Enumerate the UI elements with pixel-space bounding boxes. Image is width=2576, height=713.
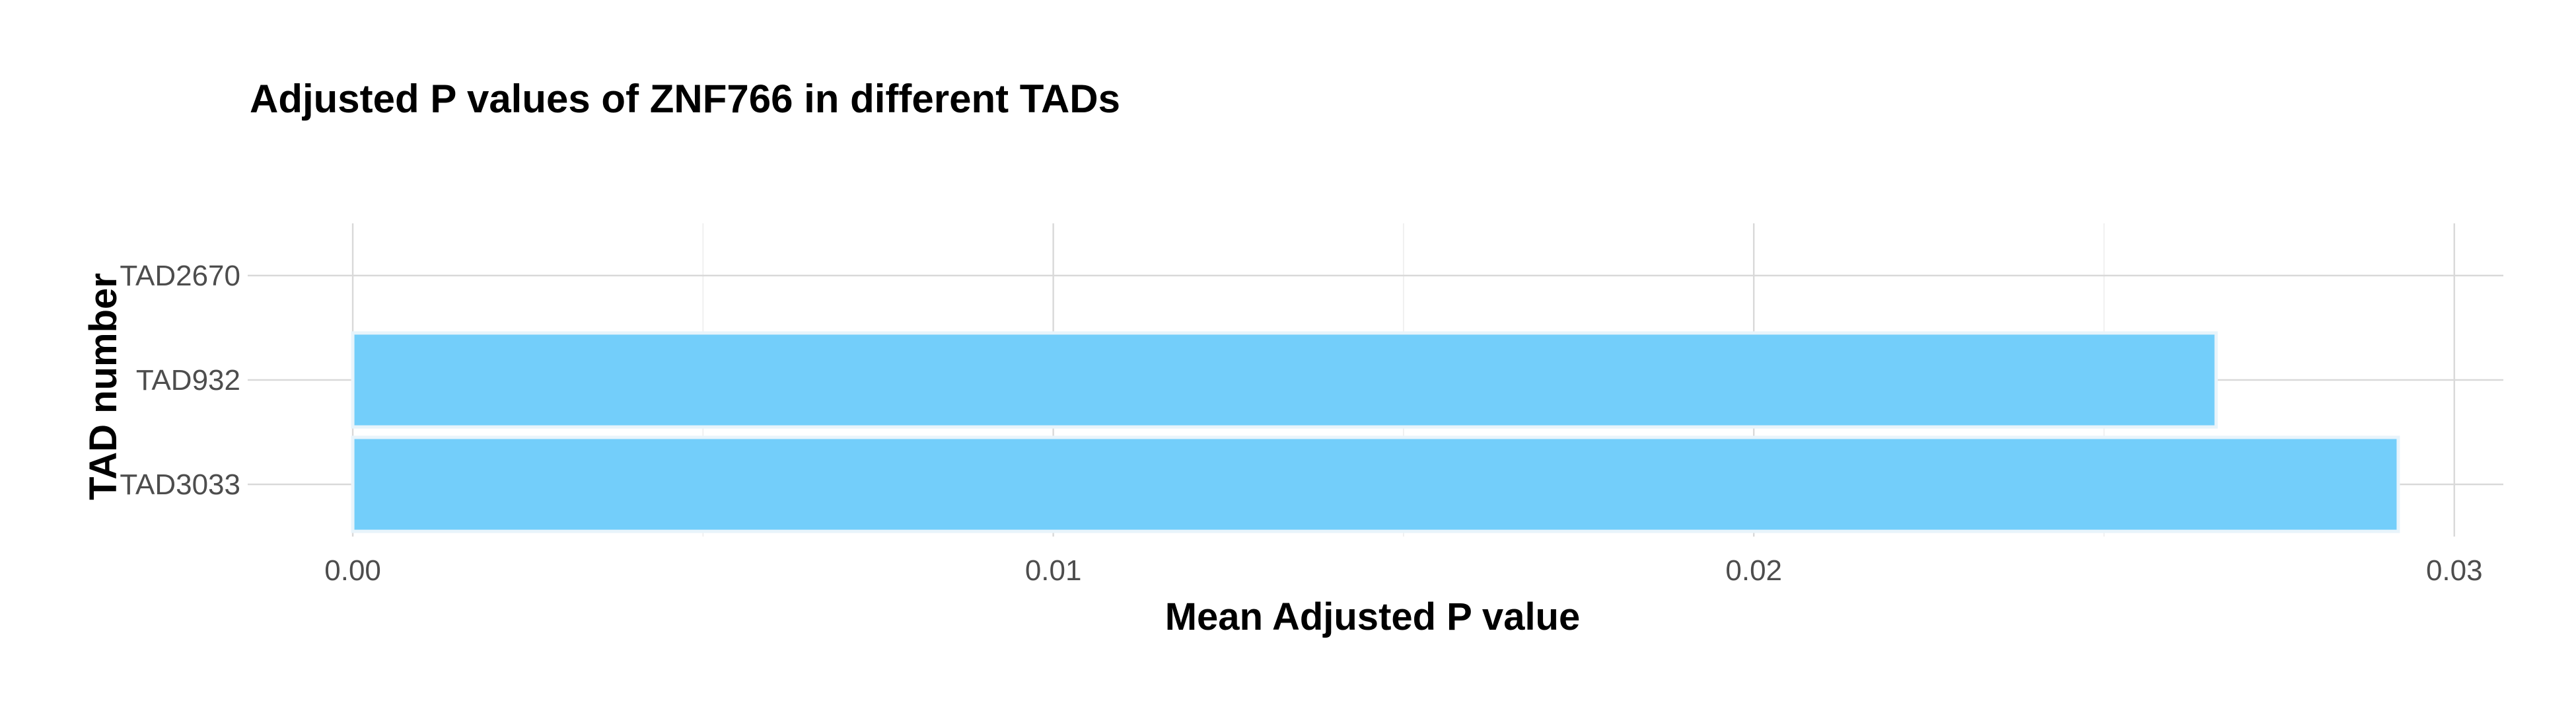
y-tick-label: TAD932 xyxy=(136,364,240,396)
x-tick-labels: 0.00 0.01 0.02 0.03 xyxy=(324,554,2482,587)
x-tick-label: 0.02 xyxy=(1725,554,1782,587)
y-tick-label: TAD3033 xyxy=(120,469,240,501)
bar-tad3033 xyxy=(351,435,2400,533)
bar-tad932 xyxy=(351,331,2218,429)
bars xyxy=(351,331,2400,533)
y-tick-label: TAD2670 xyxy=(120,260,240,292)
x-tick-label: 0.00 xyxy=(324,554,381,587)
y-axis-title: TAD number xyxy=(82,273,125,500)
x-tick-label: 0.01 xyxy=(1025,554,1082,587)
x-axis-title: Mean Adjusted P value xyxy=(1165,595,1581,638)
x-tick-label: 0.03 xyxy=(2426,554,2483,587)
chart-title: Adjusted P values of ZNF766 in different… xyxy=(250,77,1120,121)
y-tick-labels: TAD2670 TAD932 TAD3033 xyxy=(120,260,240,501)
